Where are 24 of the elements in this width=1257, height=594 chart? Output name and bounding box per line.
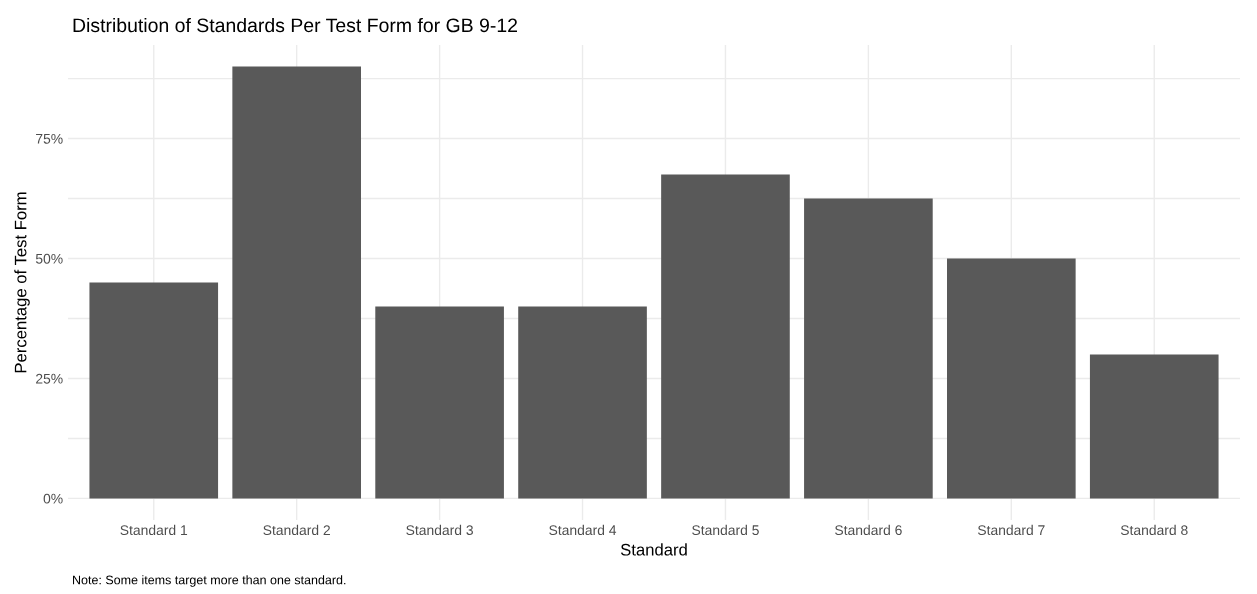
y-tick-label: 75%	[36, 133, 63, 144]
x-tick-label: Standard 3	[406, 524, 473, 536]
bar	[947, 258, 1076, 499]
x-axis-title: Standard	[620, 543, 687, 556]
bar	[518, 306, 647, 499]
y-tick-label: 0%	[43, 493, 63, 504]
x-tick-label: Standard 4	[549, 524, 617, 536]
y-tick-label: 25%	[36, 373, 63, 384]
bar	[89, 282, 219, 499]
bar	[804, 198, 933, 499]
bar	[1089, 354, 1219, 499]
chart-title: Distribution of Standards Per Test Form for GB 9-12	[73, 17, 517, 33]
text: Note: Some items target more than one standard.	[73, 575, 346, 587]
bar	[232, 66, 361, 499]
x-tick-label: Standard 6	[835, 524, 902, 536]
x-tick-label: Standard 8	[1120, 524, 1188, 536]
x-tick-label: Standard 2	[263, 524, 330, 536]
bar	[661, 174, 790, 499]
x-tick-label: Standard 1	[120, 524, 188, 536]
y-axis-title: Percentage of Test Form	[14, 192, 30, 373]
x-tick-label: Standard 5	[692, 524, 759, 536]
bar	[375, 306, 504, 499]
x-tick-label: Standard 7	[977, 524, 1045, 536]
y-tick-label: 50%	[35, 253, 63, 264]
